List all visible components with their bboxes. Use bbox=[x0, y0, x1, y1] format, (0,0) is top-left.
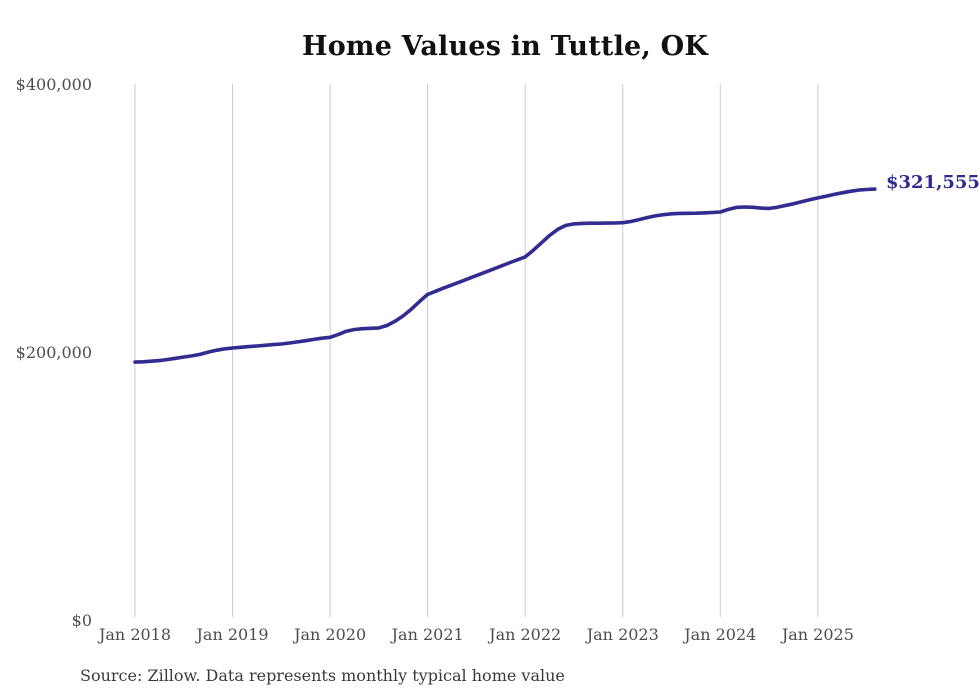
source-note: Source: Zillow. Data represents monthly … bbox=[80, 666, 565, 685]
y-axis-tick-label: $200,000 bbox=[15, 343, 92, 362]
y-axis-tick-label: $0 bbox=[71, 611, 92, 630]
home-value-series-line bbox=[133, 187, 877, 364]
chart-title: Home Values in Tuttle, OK bbox=[302, 31, 708, 62]
x-axis-tick-label: Jan 2021 bbox=[391, 625, 464, 644]
y-axis-tick-label: $400,000 bbox=[15, 75, 92, 94]
x-axis-tick-label: Jan 2023 bbox=[586, 625, 659, 644]
x-axis-tick-label: Jan 2018 bbox=[98, 625, 172, 644]
x-axis-tick-label: Jan 2022 bbox=[489, 625, 562, 644]
x-axis-tick-label: Jan 2020 bbox=[294, 625, 367, 644]
latest-value-label: $321,555 bbox=[886, 172, 980, 194]
x-axis-tick-label: Jan 2025 bbox=[781, 625, 854, 644]
x-axis-tick-label: Jan 2019 bbox=[196, 625, 269, 644]
x-axis-tick-label: Jan 2024 bbox=[684, 625, 757, 644]
